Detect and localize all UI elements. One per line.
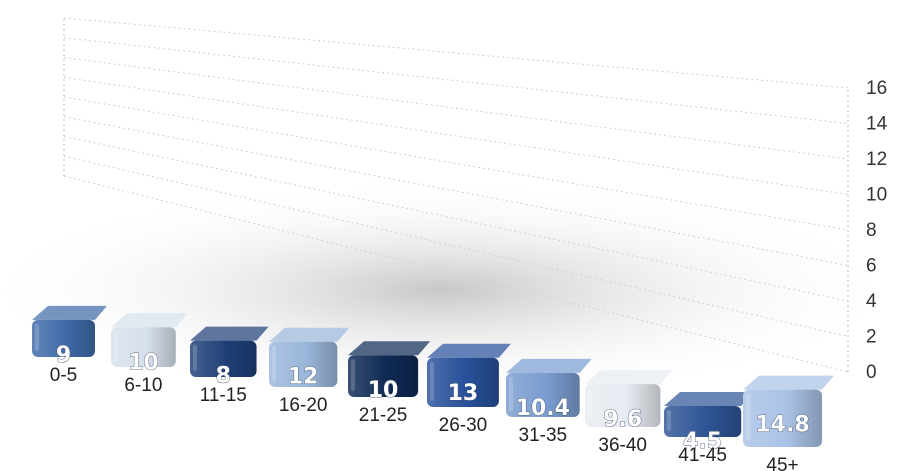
bar-top-face [111,313,188,328]
bar-31-35: 10.4 [506,358,592,421]
data-label: 9 [56,343,71,368]
bar-front-face [348,355,419,397]
bar-top-face [506,358,592,373]
x-tick-label: 45+ [766,455,798,471]
x-axis-labels: 0-5 6-10 11-15 16-20 21-25 26-30 31-35 36-40 41-… [50,365,799,471]
data-label: 10 [128,350,159,375]
data-label: 14.8 [755,413,809,438]
bar-highlight [509,376,513,411]
bar-top-face [664,391,754,406]
bar-front-face [664,405,742,437]
x-tick-label: 36-40 [598,435,647,456]
bar-front-face [506,372,580,417]
grid-line [63,17,849,89]
bar-11-15: 8 [190,326,269,389]
bar-highlight [114,331,118,361]
data-label: 8 [216,364,231,389]
x-tick-label: 16-20 [279,395,328,416]
bar-highlight [193,344,197,371]
y-axis-ticks: 0 2 4 6 8 10 12 14 16 [866,78,888,383]
x-tick-label: 21-25 [359,405,408,426]
bar-16-20: 12 [269,327,350,390]
data-label: 4.5 [683,429,722,454]
grid-line [63,76,849,195]
grid-line [63,136,849,302]
bar-front-face [743,389,822,447]
bar-front-face [190,340,257,377]
bar-26-30: 13 [427,343,511,407]
bar-top-face [585,370,673,385]
y-tick-label: 4 [866,291,877,312]
y-tick-label: 12 [866,149,887,170]
bar-top-face [743,375,834,390]
y-tick-label: 0 [866,362,877,383]
bar-45+: 14.8 [743,375,834,447]
x-tick-label: 6-10 [124,375,162,396]
x-tick-label: 26-30 [439,415,488,436]
bar-highlight [430,361,434,401]
bar-41-45: 4.5 [664,391,754,454]
y-tick-label: 16 [866,78,887,99]
grid-line [63,57,849,160]
x-tick-label: 31-35 [519,425,568,446]
x-tick-label: 0-5 [50,365,77,386]
bar-21-25: 10 [348,341,431,404]
bar-top-face [190,326,269,341]
data-label: 10.4 [516,396,570,421]
bar-highlight [351,359,355,391]
grid-line [63,37,849,124]
bar-36-40: 9.6 [585,370,673,432]
bar-top-face [348,341,431,356]
bar-front-face [32,319,95,357]
data-label: 13 [448,381,479,406]
bar-front-face [269,341,338,387]
grid-line [63,155,849,337]
bar-highlight [746,393,750,441]
bar-top-face [32,305,107,320]
y-tick-label: 10 [866,185,887,206]
bar-highlight [588,388,592,421]
grid-lines [63,17,849,373]
y-tick-label: 8 [866,220,877,241]
bar-highlight [667,409,671,431]
bar-front-face [427,357,499,407]
bar-top-face [427,343,511,358]
bar-0-5: 9 [32,305,107,368]
data-label: 9.6 [603,407,642,432]
bar-top-face [269,327,350,342]
bars: 9 10 8 12 10 13 10.4 9.6 4.5 14.8 [32,305,834,454]
bar-6-10: 10 [111,313,188,376]
data-label: 12 [288,365,319,390]
bar-front-face [111,327,176,367]
y-tick-label: 14 [866,114,888,135]
y-tick-label: 6 [866,256,877,277]
x-tick-label: 11-15 [200,385,247,406]
bar-highlight [272,345,276,381]
y-tick-label: 2 [866,327,877,348]
x-tick-label: 41-45 [678,445,727,466]
data-label: 10 [368,378,399,403]
bar-front-face [585,384,661,427]
bar-highlight [35,323,39,351]
